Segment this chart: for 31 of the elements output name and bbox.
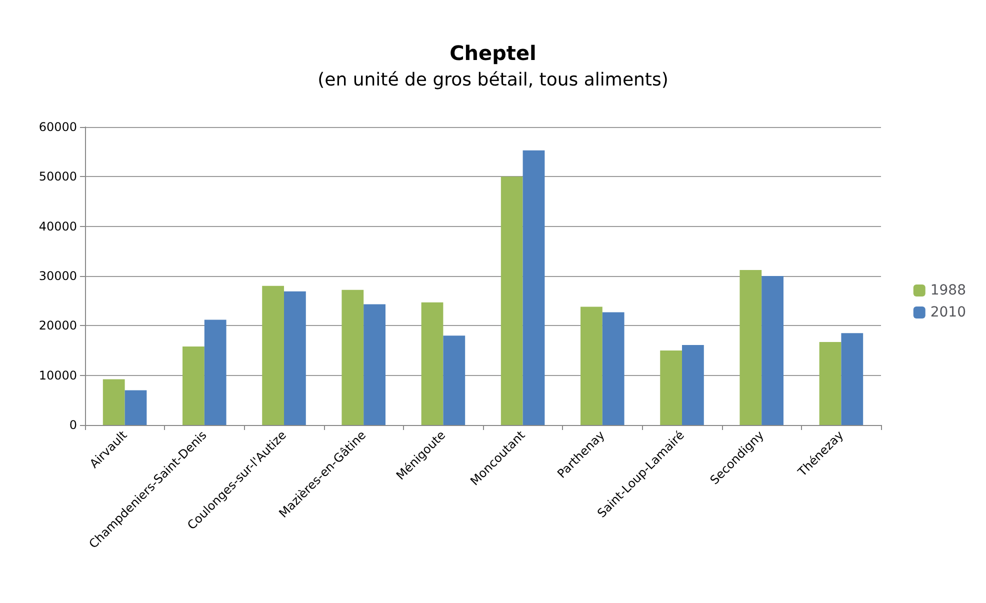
chart-subtitle: (en unité de gros bétail, tous aliments)	[318, 70, 668, 90]
bar	[762, 276, 784, 425]
bar	[443, 336, 466, 425]
y-tick-label: 20000	[38, 318, 77, 333]
legend-label: 2010	[930, 304, 966, 320]
bar	[841, 333, 864, 425]
bar	[284, 291, 306, 425]
legend-label: 1988	[930, 282, 966, 298]
bar	[819, 342, 842, 425]
y-tick-label: 50000	[38, 170, 77, 184]
y-tick-label: 10000	[38, 368, 77, 382]
y-tick-label: 60000	[38, 120, 77, 134]
bar	[204, 320, 226, 425]
bar	[660, 350, 682, 425]
bar	[682, 345, 704, 425]
y-tick-label: 30000	[38, 269, 77, 283]
y-tick-label: 40000	[38, 219, 77, 234]
bar	[421, 302, 444, 425]
bar	[364, 304, 386, 425]
bar	[182, 346, 204, 425]
bar	[602, 312, 624, 425]
y-tick-label: 0	[69, 418, 77, 432]
bar	[500, 176, 523, 425]
bar	[580, 306, 602, 425]
bar	[124, 390, 147, 425]
bar	[262, 286, 284, 425]
bar	[102, 379, 125, 425]
bar	[522, 150, 545, 425]
bar	[342, 290, 364, 425]
bar	[740, 270, 762, 425]
chart-title: Cheptel	[450, 41, 536, 65]
